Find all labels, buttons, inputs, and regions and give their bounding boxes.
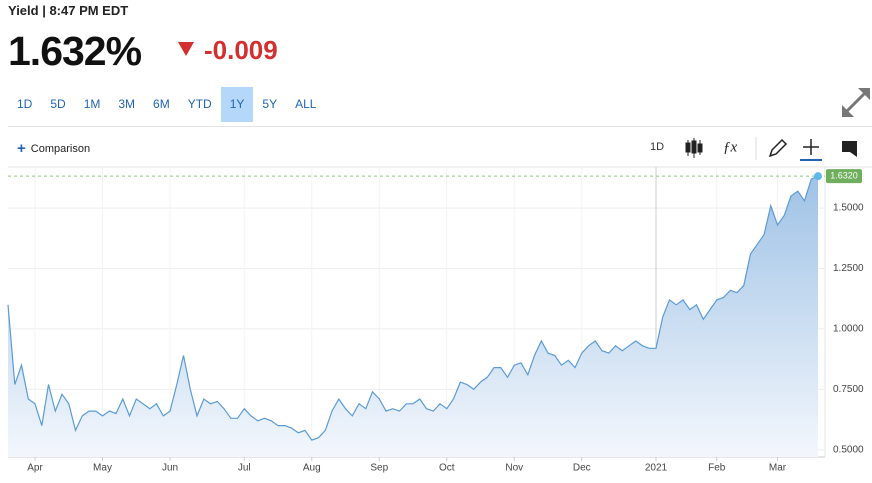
change: -0.009: [178, 35, 278, 66]
x-tick-label: Nov: [505, 463, 523, 474]
x-tick-label: Dec: [573, 463, 591, 474]
change-value: -0.009: [204, 35, 278, 65]
y-tick-label: 0.7500: [833, 384, 864, 395]
x-tick-label: Apr: [27, 463, 43, 474]
draw-icon[interactable]: [768, 138, 788, 158]
range-bar: 1D 5D 1M 3M 6M YTD 1Y 5Y ALL: [8, 87, 325, 122]
yield-time: Yield | 8:47 PM EDT: [8, 3, 129, 18]
comparison-button[interactable]: + Comparison: [17, 140, 91, 157]
range-button[interactable]: 5Y: [262, 97, 278, 111]
last-value-label: 1.6320: [830, 171, 858, 181]
price: 1.632%: [8, 28, 142, 74]
x-tick-label: Oct: [439, 463, 455, 474]
crosshair-icon[interactable]: [800, 139, 822, 161]
comparison-label: Comparison: [30, 143, 91, 155]
area-fill: [8, 176, 818, 457]
last-point: [814, 172, 822, 181]
y-tick-label: 0.5000: [833, 444, 864, 455]
y-tick-label: 1.5000: [833, 203, 864, 214]
range-button[interactable]: YTD: [187, 97, 212, 111]
range-button[interactable]: 5D: [50, 97, 66, 111]
x-tick-label: Jun: [162, 463, 178, 474]
x-tick-label: 2021: [645, 463, 668, 474]
range-button[interactable]: 1M: [83, 97, 101, 111]
x-tick-label: May: [93, 463, 112, 474]
expand-icon[interactable]: [842, 88, 870, 117]
x-tick-label: Mar: [769, 463, 787, 474]
y-tick-label: 1.2500: [833, 263, 864, 274]
indicator-icon[interactable]: ƒx: [723, 139, 738, 155]
plot: 0.5000 0.7500 1.0000 1.2500 1.5000 Apr May Jun J…: [7, 167, 864, 474]
x-tick-label: Feb: [708, 463, 726, 474]
range-button[interactable]: 3M: [118, 97, 136, 111]
down-arrow: [178, 42, 194, 56]
range-button[interactable]: ALL: [295, 97, 317, 111]
x-tick-label: Jul: [238, 463, 251, 474]
interval-button[interactable]: 1D: [650, 141, 665, 153]
x-tick-label: Aug: [303, 463, 321, 474]
news-icon[interactable]: [842, 141, 857, 157]
range-button[interactable]: 1D: [17, 97, 33, 111]
range-button[interactable]: 1Y: [220, 87, 254, 122]
y-tick-label: 1.0000: [833, 324, 864, 335]
last-value-badge: [826, 169, 862, 184]
candle-icon[interactable]: [685, 138, 703, 158]
price-line: [7, 175, 819, 441]
separator: [8, 126, 872, 127]
x-tick-label: Sep: [370, 463, 388, 474]
range-button[interactable]: 6M: [153, 97, 170, 111]
